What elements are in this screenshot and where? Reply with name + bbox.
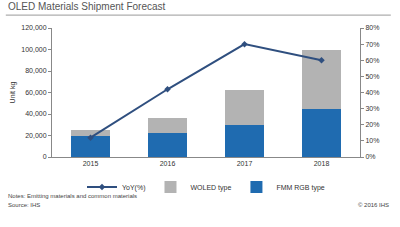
svg-text:10%: 10% xyxy=(365,137,379,144)
svg-text:70%: 70% xyxy=(365,41,379,48)
svg-text:120,000: 120,000 xyxy=(21,24,46,31)
svg-text:40%: 40% xyxy=(365,89,379,96)
svg-text:0%: 0% xyxy=(365,153,375,160)
svg-text:100,000: 100,000 xyxy=(21,46,46,53)
svg-text:40,000: 40,000 xyxy=(25,110,47,117)
svg-text:YoY(%): YoY(%) xyxy=(122,184,145,192)
svg-text:20,000: 20,000 xyxy=(25,132,47,139)
svg-text:60,000: 60,000 xyxy=(25,89,47,96)
svg-text:50%: 50% xyxy=(365,73,379,80)
svg-text:80%: 80% xyxy=(365,24,379,31)
svg-text:30%: 30% xyxy=(365,105,379,112)
svg-text:Source: IHS: Source: IHS xyxy=(8,202,40,208)
svg-text:2018: 2018 xyxy=(314,160,330,167)
svg-text:2017: 2017 xyxy=(237,160,253,167)
svg-text:FMM RGB type: FMM RGB type xyxy=(276,184,324,192)
svg-text:80,000: 80,000 xyxy=(25,67,47,74)
svg-text:Notes: Emitting materials and: Notes: Emitting materials and common mat… xyxy=(8,193,137,199)
svg-text:2015: 2015 xyxy=(83,160,99,167)
svg-text:WOLED type: WOLED type xyxy=(190,184,231,192)
svg-text:© 2016 IHS: © 2016 IHS xyxy=(358,202,389,208)
svg-text:Unit kg: Unit kg xyxy=(9,82,17,104)
svg-text:0: 0 xyxy=(43,153,47,160)
svg-text:OLED Materials Shipment Foreca: OLED Materials Shipment Forecast xyxy=(8,1,166,12)
svg-text:2016: 2016 xyxy=(160,160,176,167)
svg-text:20%: 20% xyxy=(365,121,379,128)
svg-text:60%: 60% xyxy=(365,57,379,64)
